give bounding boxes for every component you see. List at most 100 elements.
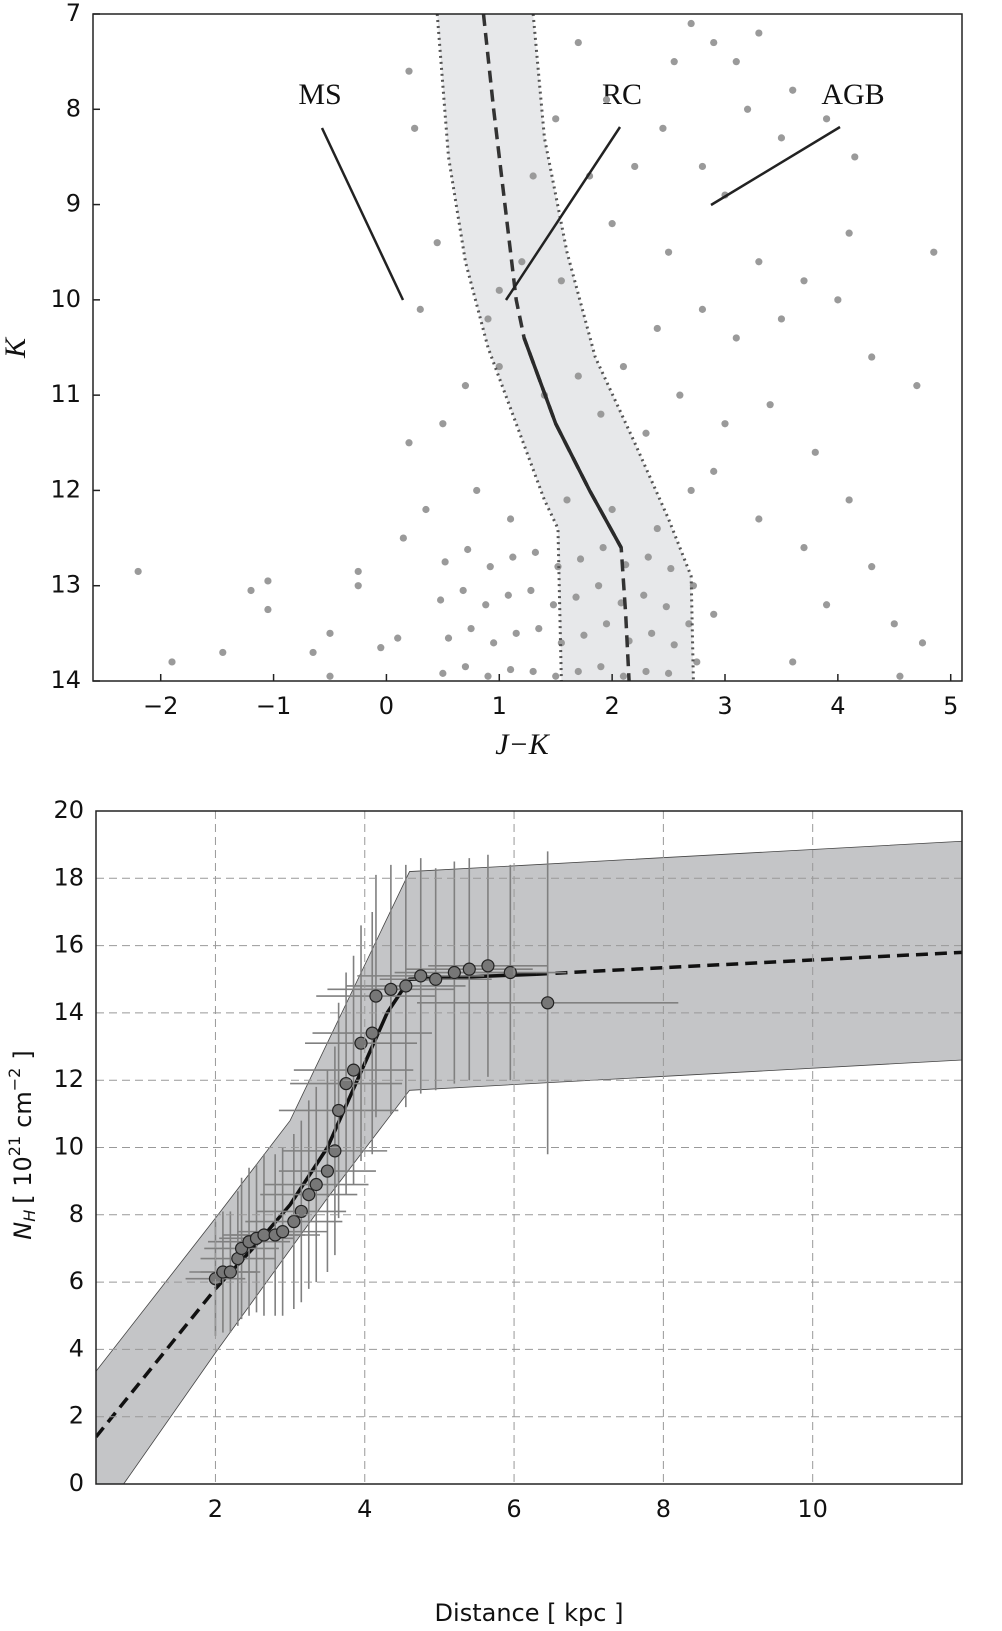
data-point	[302, 1188, 316, 1202]
y-label-exponent: −2	[5, 1068, 24, 1092]
data-point	[462, 962, 476, 976]
data-point	[447, 965, 461, 980]
y-tick-label: 8	[66, 94, 81, 122]
star-point	[602, 96, 611, 104]
star-point	[755, 258, 763, 266]
star-point	[531, 548, 540, 556]
pointer	[504, 126, 622, 301]
data-point	[320, 1164, 335, 1178]
x-tick-label: 4	[357, 1495, 372, 1523]
star-point	[518, 258, 526, 266]
pointer	[320, 127, 405, 301]
plot-frame	[92, 13, 963, 682]
y-label-unit: [ 10	[9, 1156, 37, 1204]
star-point	[504, 591, 512, 599]
y-tick-label: 4	[69, 1334, 84, 1362]
star-point	[868, 353, 876, 361]
annotation: AGB	[821, 78, 884, 111]
star-point	[834, 296, 842, 304]
star-point	[495, 286, 503, 294]
star-point	[574, 372, 582, 380]
data-point	[399, 979, 413, 993]
y-tick-label: 6	[69, 1267, 84, 1295]
data-point	[429, 972, 443, 986]
x-tick-label: 6	[506, 1495, 521, 1523]
star-point	[913, 382, 921, 390]
star-point	[631, 162, 639, 171]
star-point	[619, 362, 628, 371]
y-label-exponent: 21	[5, 1136, 24, 1156]
star-point	[441, 558, 449, 566]
data-point	[294, 1204, 308, 1219]
star-point	[535, 624, 543, 633]
star-point	[529, 172, 537, 180]
star-point	[800, 544, 808, 552]
x-tick-label: 1	[492, 692, 507, 720]
star-point	[648, 629, 656, 637]
star-point	[667, 564, 675, 573]
star-point	[168, 658, 176, 666]
y-tick-label: 10	[53, 1133, 84, 1161]
star-point	[219, 648, 227, 657]
star-point	[405, 439, 413, 447]
star-point	[732, 334, 740, 342]
star-point	[354, 582, 362, 590]
y-tick-label: 12	[50, 475, 81, 503]
star-point	[868, 563, 876, 571]
star-point	[574, 667, 582, 676]
star-point	[755, 515, 763, 523]
star-point	[580, 631, 588, 639]
model-line	[531, 14, 695, 681]
pointer	[710, 125, 841, 207]
star-point	[486, 563, 494, 571]
data-point	[365, 1026, 379, 1040]
star-point	[845, 229, 853, 237]
star-point	[464, 545, 472, 554]
y-tick-label: 2	[69, 1402, 84, 1430]
star-point	[822, 115, 831, 123]
star-point	[439, 669, 447, 677]
star-point	[509, 553, 517, 561]
star-point	[670, 641, 678, 649]
star-point	[710, 467, 718, 475]
model-line	[536, 950, 962, 976]
star-point	[698, 162, 707, 171]
star-point	[377, 644, 385, 652]
annotation: RC	[602, 78, 642, 111]
data-point	[414, 969, 428, 983]
star-point	[710, 38, 718, 47]
star-point	[527, 586, 535, 595]
star-point	[732, 58, 740, 66]
data-point	[369, 989, 383, 1003]
star-point	[640, 591, 648, 599]
star-point	[890, 620, 898, 628]
data-point	[346, 1063, 361, 1077]
star-point	[512, 629, 520, 637]
star-point	[789, 86, 797, 94]
star-point	[461, 663, 470, 671]
star-point	[777, 134, 786, 142]
star-point	[608, 220, 616, 228]
star-point	[698, 305, 707, 313]
y-tick-label: 13	[50, 571, 81, 599]
star-point	[134, 567, 142, 576]
star-point	[439, 420, 447, 428]
star-point	[354, 567, 362, 576]
x-tick-label: 4	[830, 692, 845, 720]
annotation: MS	[298, 78, 341, 111]
star-point	[721, 420, 729, 428]
star-point	[693, 658, 701, 666]
confidence-band	[96, 840, 962, 1484]
x-tick-label: 8	[656, 1495, 671, 1523]
star-point	[405, 67, 413, 75]
plot-frame	[95, 810, 963, 1485]
star-point	[394, 634, 402, 642]
star-point	[662, 603, 670, 611]
model-line	[96, 1287, 217, 1438]
star-point	[309, 648, 317, 657]
data-point	[328, 1144, 342, 1158]
star-point	[490, 639, 498, 647]
confidence-band	[437, 14, 694, 681]
y-tick-label: 12	[53, 1065, 84, 1093]
y-tick-label: 9	[66, 190, 81, 218]
